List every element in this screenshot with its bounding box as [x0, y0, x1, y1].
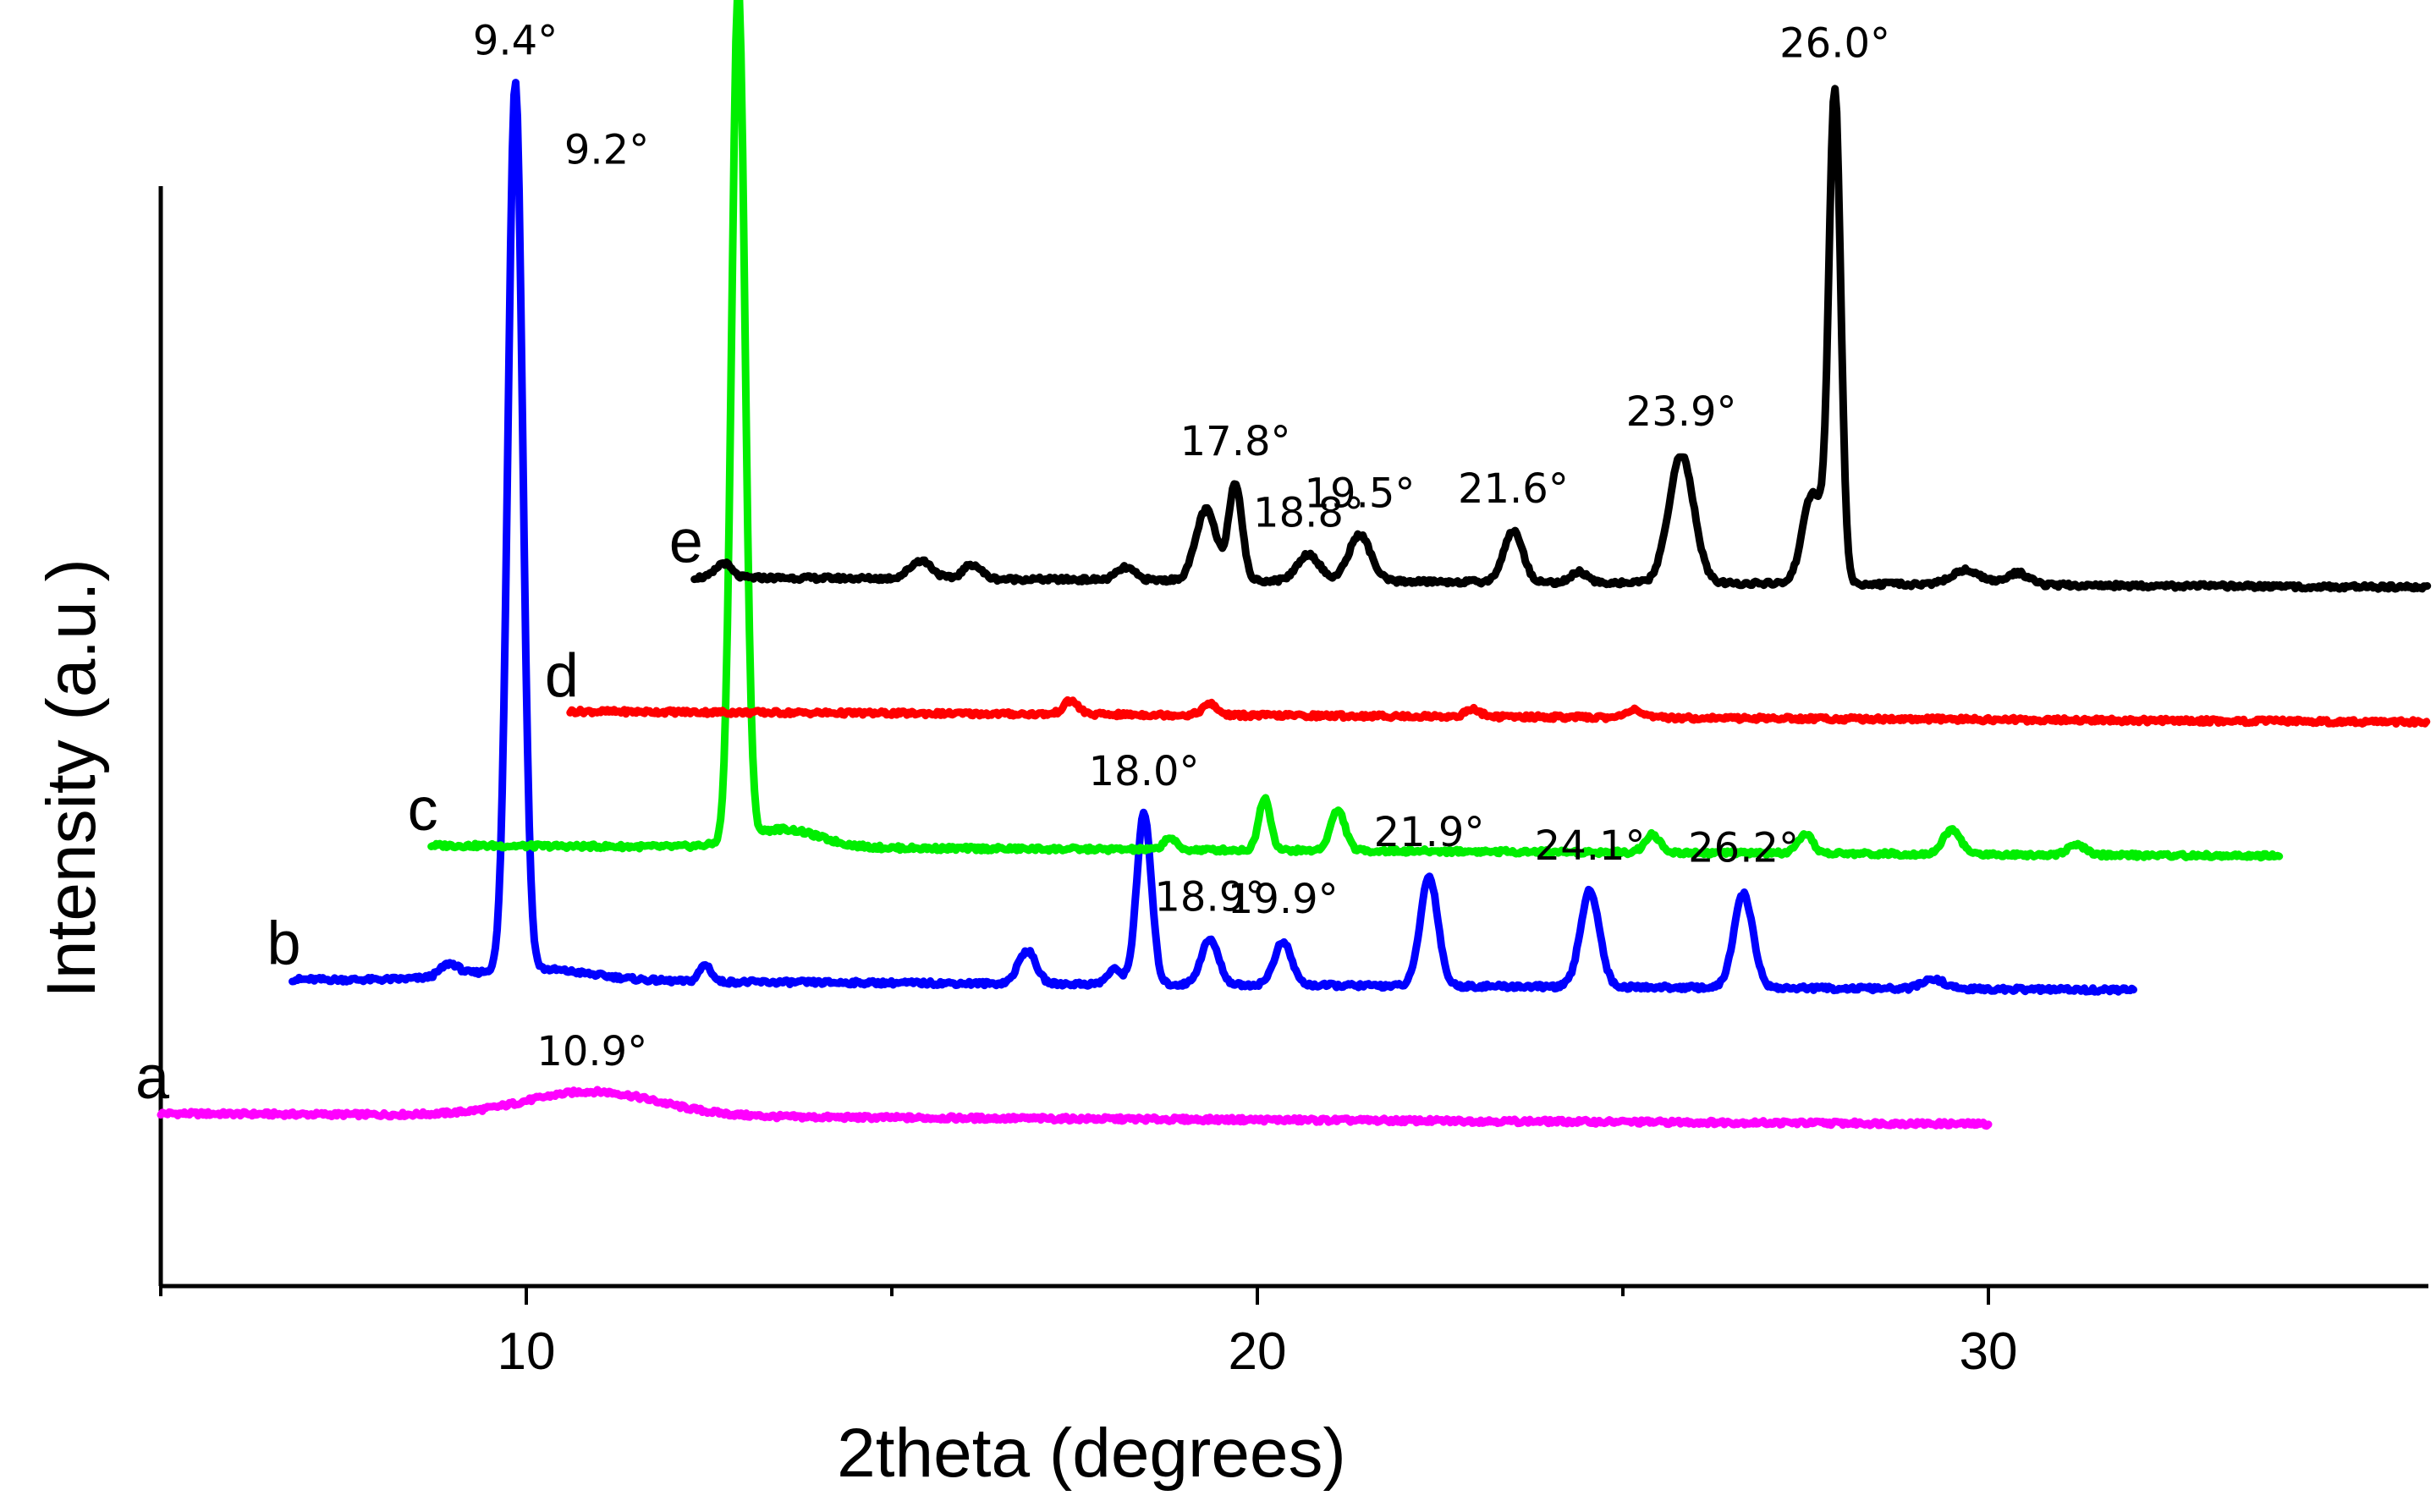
- peak-label: 10.9°: [536, 1028, 647, 1075]
- peak-label: 21.9°: [1374, 809, 1485, 856]
- peak-label: 17.8°: [1180, 418, 1291, 465]
- y-axis-title: Intensity (a.u.): [33, 558, 110, 998]
- peak-label: 19.9°: [1228, 876, 1339, 923]
- x-axis-title: 2theta (degrees): [837, 1415, 1346, 1492]
- series-line-d: [566, 696, 2431, 728]
- peak-labels: 10.9° 9.4° 18.0° 18.9°19.9° 21.9° 24.1° 26.2° 9…: [473, 17, 1890, 1075]
- x-tick-label: 10: [498, 1322, 556, 1381]
- peak-label: 24.1°: [1535, 822, 1646, 870]
- peak-label: 18.9°: [1154, 873, 1265, 921]
- series-line-a: [157, 1086, 1993, 1130]
- series-line-b: [289, 79, 2137, 996]
- x-tick-label: 30: [1960, 1322, 2018, 1381]
- peak-label: 23.9°: [1626, 388, 1737, 436]
- curve-labels: a b c d e: [135, 508, 703, 1112]
- curve-label-a: a: [135, 1044, 170, 1112]
- peak-label: 21.6°: [1458, 465, 1569, 513]
- peak-label: 9.2°: [564, 126, 649, 173]
- peak-label: 26.0°: [1779, 20, 1890, 68]
- x-axis-ticks: 10 20 30: [159, 1286, 2018, 1381]
- peak-label: 18.8°: [1253, 490, 1364, 537]
- peak-label: 9.4°: [473, 17, 558, 64]
- curve-label-e: e: [669, 508, 703, 575]
- traces: [157, 0, 2432, 1130]
- curve-label-b: b: [267, 910, 300, 978]
- peak-label: 18.0°: [1089, 748, 1200, 795]
- x-tick-label: 20: [1229, 1322, 1287, 1381]
- series-line-e: [690, 85, 2432, 593]
- curve-label-d: d: [545, 642, 579, 710]
- series-line-c: [427, 0, 2284, 862]
- peak-label: 26.2°: [1688, 825, 1799, 872]
- curve-label-c: c: [408, 776, 438, 844]
- peak-label: 19.5°: [1305, 470, 1416, 518]
